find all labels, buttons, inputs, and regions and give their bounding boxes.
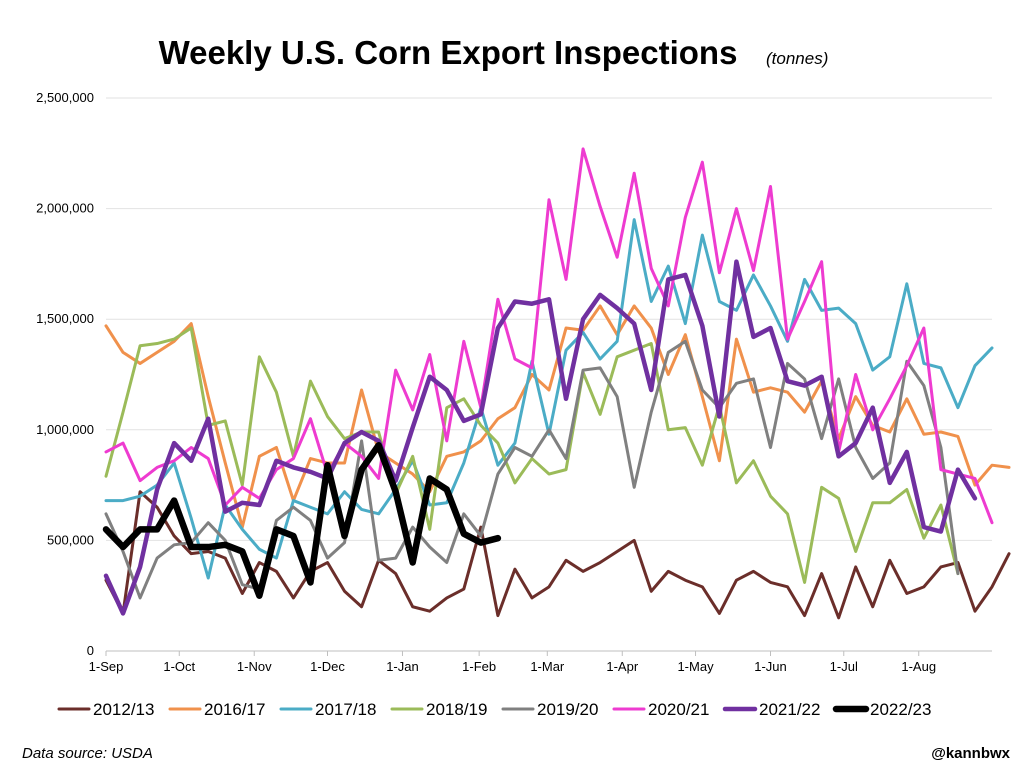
y-tick-label: 500,000	[47, 532, 94, 547]
legend-item: 2018/19	[390, 700, 487, 719]
legend-item: 2016/17	[168, 700, 265, 719]
legend-item: 2017/18	[279, 700, 376, 719]
x-tick-label: 1-Dec	[310, 659, 345, 674]
legend-item: 2021/22	[722, 700, 820, 719]
x-tick-label: 1-Aug	[901, 659, 936, 674]
x-tick-label: 1-Feb	[462, 659, 496, 674]
legend-label: 2018/19	[426, 700, 487, 719]
series-line-2012-13	[104, 490, 1011, 620]
series-line-2021-22	[103, 259, 978, 616]
y-tick-label: 1,500,000	[36, 311, 94, 326]
plot-area	[102, 147, 1011, 620]
x-tick-label: 1-Nov	[237, 659, 272, 674]
x-tick-label: 1-Oct	[163, 659, 195, 674]
legend-label: 2012/13	[93, 700, 154, 719]
chart-title: Weekly U.S. Corn Export Inspections	[159, 34, 738, 71]
x-tick-label: 1-Apr	[606, 659, 638, 674]
series-line-2019-20	[104, 339, 960, 600]
x-tick-label: 1-Jan	[386, 659, 419, 674]
author-handle: @kannbwx	[931, 745, 1010, 762]
x-tick-label: 1-Sep	[89, 659, 124, 674]
y-tick-label: 2,000,000	[36, 201, 94, 216]
legend-item: 2022/23	[832, 700, 931, 719]
data-source: Data source: USDA	[22, 745, 153, 762]
legend-item: 2020/21	[612, 700, 709, 719]
legend-item: 2019/20	[501, 700, 598, 719]
legend-label: 2016/17	[204, 700, 265, 719]
legend: 2012/13 2016/17 2017/18 2018/19 2019/20 2020/…	[57, 700, 931, 719]
series-line-2022-23	[102, 442, 502, 599]
x-tick-label: 1-Jul	[830, 659, 858, 674]
series-line-2018-19	[104, 326, 960, 584]
legend-label: 2020/21	[648, 700, 709, 719]
legend-label: 2019/20	[537, 700, 598, 719]
y-axis: 0 500,000 1,000,000 1,500,000 2,000,000 2,500…	[36, 90, 94, 658]
y-tick-label: 0	[87, 643, 94, 658]
legend-label: 2017/18	[315, 700, 376, 719]
chart-subtitle: (tonnes)	[766, 49, 828, 68]
legend-label: 2022/23	[870, 700, 931, 719]
series-line-2020-21	[104, 147, 994, 525]
grid	[106, 97, 992, 652]
x-tick-label: 1-Mar	[530, 659, 565, 674]
x-tick-label: 1-Jun	[754, 659, 787, 674]
y-tick-label: 1,000,000	[36, 422, 94, 437]
y-tick-label: 2,500,000	[36, 90, 94, 105]
legend-label: 2021/22	[759, 700, 820, 719]
series-line-2017-18	[104, 218, 994, 580]
x-tick-label: 1-May	[677, 659, 714, 674]
legend-item: 2012/13	[57, 700, 154, 719]
x-axis: 1-Sep 1-Oct 1-Nov 1-Dec 1-Jan 1-Feb 1-Mar 1-Apr…	[89, 650, 992, 674]
